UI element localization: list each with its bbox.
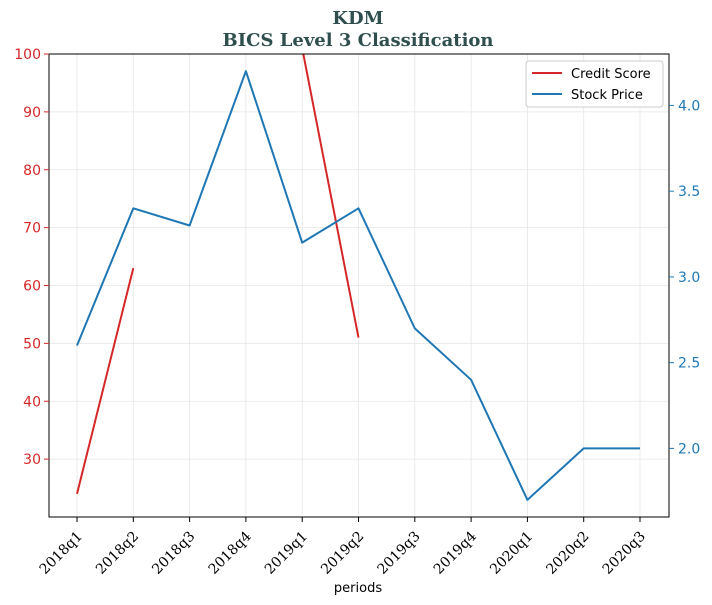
x-tick-label: 2018q3 [149,529,198,578]
legend-label-stock-price: Stock Price [571,88,643,103]
x-tick-label: 2019q3 [374,529,423,578]
x-tick-label: 2019q1 [262,529,311,578]
grid [49,53,669,517]
legend-label-credit-score: Credit Score [571,67,651,82]
chart-subtitle: BICS Level 3 Classification [222,30,493,51]
x-tick-label: 2020q1 [487,529,536,578]
x-tick-label: 2019q4 [431,528,480,577]
left-axis: 30 40 50 60 70 80 90 100 [14,47,49,468]
series-line-credit-score [302,54,360,338]
x-tick-label: 2020q3 [600,529,649,578]
left-tick-label: 100 [14,47,41,63]
right-axis: 2.0 2.5 3.0 3.5 4.0 [669,98,700,457]
left-tick-label: 50 [23,336,41,352]
series-lines [76,54,640,501]
right-tick-label: 3.5 [678,184,700,200]
right-tick-label: 2.5 [678,356,700,372]
left-tick-label: 60 [23,279,41,295]
series-line-stock-price [76,70,640,501]
x-tick-label: 2018q1 [37,529,86,578]
left-tick-label: 70 [23,221,41,237]
left-tick-label: 40 [23,394,41,410]
left-tick-label: 90 [23,105,41,121]
x-axis: 2018q1 2018q2 2018q3 2018q4 2019q1 2019q2 2019… [37,517,649,578]
series-line-credit-score [76,267,135,495]
right-tick-label: 4.0 [678,98,700,114]
x-tick-label: 2019q2 [318,529,367,578]
right-tick-label: 3.0 [678,270,700,286]
right-tick-label: 2.0 [678,441,700,457]
x-tick-label: 2018q4 [206,528,255,577]
x-tick-label: 2020q2 [543,529,592,578]
legend: Credit Score Stock Price [525,60,664,108]
left-tick-label: 80 [23,163,41,179]
x-axis-label: periods [334,581,382,596]
left-tick-label: 30 [23,452,41,468]
x-tick-label: 2018q2 [93,529,142,578]
chart-title: KDM [332,8,383,29]
